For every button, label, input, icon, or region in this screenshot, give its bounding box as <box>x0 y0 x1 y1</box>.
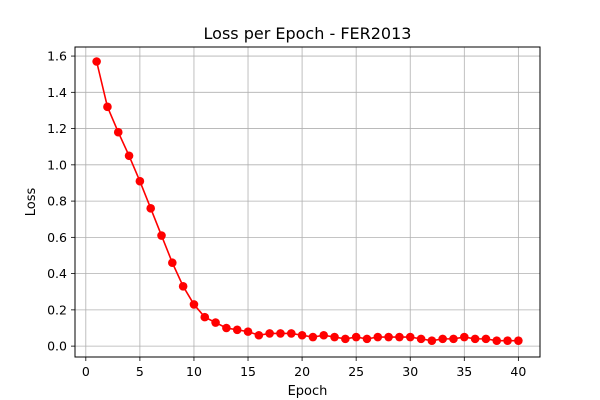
data-point <box>460 332 469 342</box>
axis-ticks: 0 5 10 15 20 25 30 35 40 0.0 0.2 0.4 0.6 0.8 1.0 1.2 1.4… <box>47 49 526 379</box>
series-layer <box>92 57 523 345</box>
data-point <box>416 334 426 344</box>
data-point <box>222 323 231 333</box>
data-point <box>103 102 112 112</box>
x-tick-label: 40 <box>510 364 526 379</box>
data-point <box>384 332 393 342</box>
x-tick-label: 15 <box>240 364 256 379</box>
y-tick-label: 0.8 <box>47 194 67 209</box>
data-point <box>113 127 123 137</box>
y-tick-label: 1.4 <box>47 85 67 100</box>
y-tick-label: 1.0 <box>47 157 67 172</box>
plot-frame <box>74 46 541 358</box>
x-axis-label: Epoch <box>288 384 328 399</box>
data-point <box>395 332 404 342</box>
y-tick-label: 1.6 <box>47 49 67 64</box>
data-point <box>351 332 361 342</box>
data-point <box>362 334 372 344</box>
x-tick-label: 10 <box>186 364 202 379</box>
y-tick-label: 0.0 <box>47 339 67 354</box>
data-point <box>308 332 318 342</box>
x-tick-label: 0 <box>82 364 90 379</box>
data-point <box>492 336 502 345</box>
data-point <box>168 258 177 268</box>
y-axis-label: Loss <box>24 188 39 217</box>
x-tick-label: 25 <box>348 364 364 379</box>
data-point <box>330 332 339 342</box>
data-point <box>297 330 307 340</box>
x-tick-label: 20 <box>294 364 310 379</box>
data-point <box>286 329 296 338</box>
data-point <box>243 327 253 336</box>
data-point <box>265 329 274 338</box>
data-point <box>427 336 437 345</box>
data-point <box>146 204 155 213</box>
y-tick-label: 0.6 <box>47 230 67 245</box>
data-point <box>405 332 415 342</box>
data-point <box>481 334 491 344</box>
y-tick-label: 0.2 <box>47 302 67 317</box>
y-tick-label: 0.4 <box>47 266 67 281</box>
data-point <box>449 334 458 344</box>
y-tick-label: 1.2 <box>47 121 67 136</box>
data-point <box>319 330 329 340</box>
x-tick-label: 5 <box>136 364 144 379</box>
data-point <box>254 330 264 340</box>
data-point <box>189 300 199 309</box>
x-tick-label: 30 <box>402 364 418 379</box>
grid-lines <box>75 47 540 357</box>
data-point <box>438 334 447 344</box>
series-line <box>95 61 519 342</box>
data-point <box>157 231 166 240</box>
data-point <box>211 318 220 327</box>
data-point <box>135 176 145 186</box>
data-point <box>124 151 134 161</box>
data-point <box>92 57 101 66</box>
data-point <box>470 334 480 344</box>
data-point <box>232 325 242 335</box>
data-point <box>200 312 210 322</box>
data-point <box>178 281 188 291</box>
data-point <box>503 336 512 345</box>
chart-title: Loss per Epoch - FER2013 <box>204 24 412 43</box>
data-point <box>341 334 350 344</box>
data-point <box>373 332 383 342</box>
data-point <box>276 329 285 338</box>
data-point <box>514 336 523 345</box>
x-tick-label: 35 <box>456 364 472 379</box>
